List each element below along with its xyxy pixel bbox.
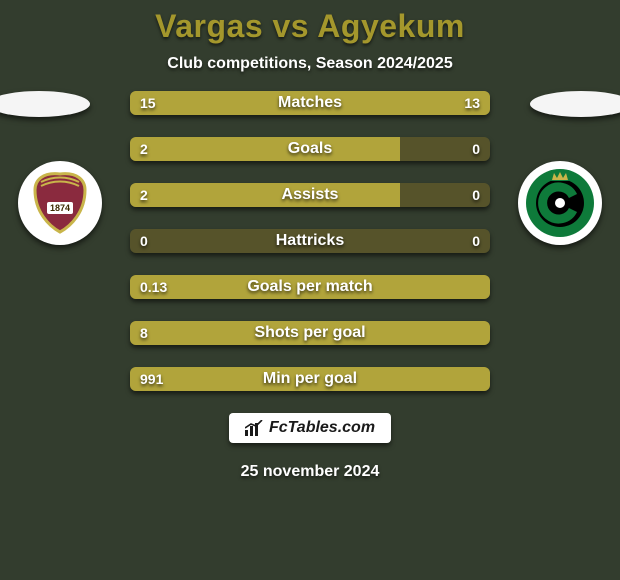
stat-row: 8Shots per goal [130, 321, 490, 345]
right-club-badge [518, 161, 602, 245]
stat-row: 0.13Goals per match [130, 275, 490, 299]
stat-row: 1513Matches [130, 91, 490, 115]
chart-icon [245, 420, 263, 436]
hearts-shield-icon: 1874 [25, 168, 95, 238]
comparison-body: 1874 1513Matches 20Goals 20Assists 00Hattri… [0, 91, 620, 391]
source-badge: FcTables.com [229, 413, 391, 443]
stat-label: Hattricks [130, 229, 490, 253]
stat-label: Min per goal [130, 367, 490, 391]
stat-label: Goals [130, 137, 490, 161]
stat-row: 00Hattricks [130, 229, 490, 253]
stat-bars: 1513Matches 20Goals 20Assists 00Hattricks 0.… [120, 91, 500, 391]
date-label: 25 november 2024 [241, 463, 380, 481]
stat-row: 991Min per goal [130, 367, 490, 391]
svg-text:1874: 1874 [50, 203, 70, 213]
right-player-flag [530, 91, 620, 117]
left-player-flag [0, 91, 90, 117]
stat-label: Shots per goal [130, 321, 490, 345]
cercle-badge-icon [523, 166, 597, 240]
stat-label: Goals per match [130, 275, 490, 299]
page-title: Vargas vs Agyekum [155, 8, 465, 45]
stat-label: Assists [130, 183, 490, 207]
left-club-badge: 1874 [18, 161, 102, 245]
stat-row: 20Goals [130, 137, 490, 161]
left-side: 1874 [0, 91, 120, 245]
subtitle: Club competitions, Season 2024/2025 [167, 55, 452, 73]
right-side [500, 91, 620, 245]
stat-row: 20Assists [130, 183, 490, 207]
source-badge-text: FcTables.com [269, 419, 375, 437]
comparison-card: Vargas vs Agyekum Club competitions, Sea… [0, 0, 620, 580]
stat-label: Matches [130, 91, 490, 115]
